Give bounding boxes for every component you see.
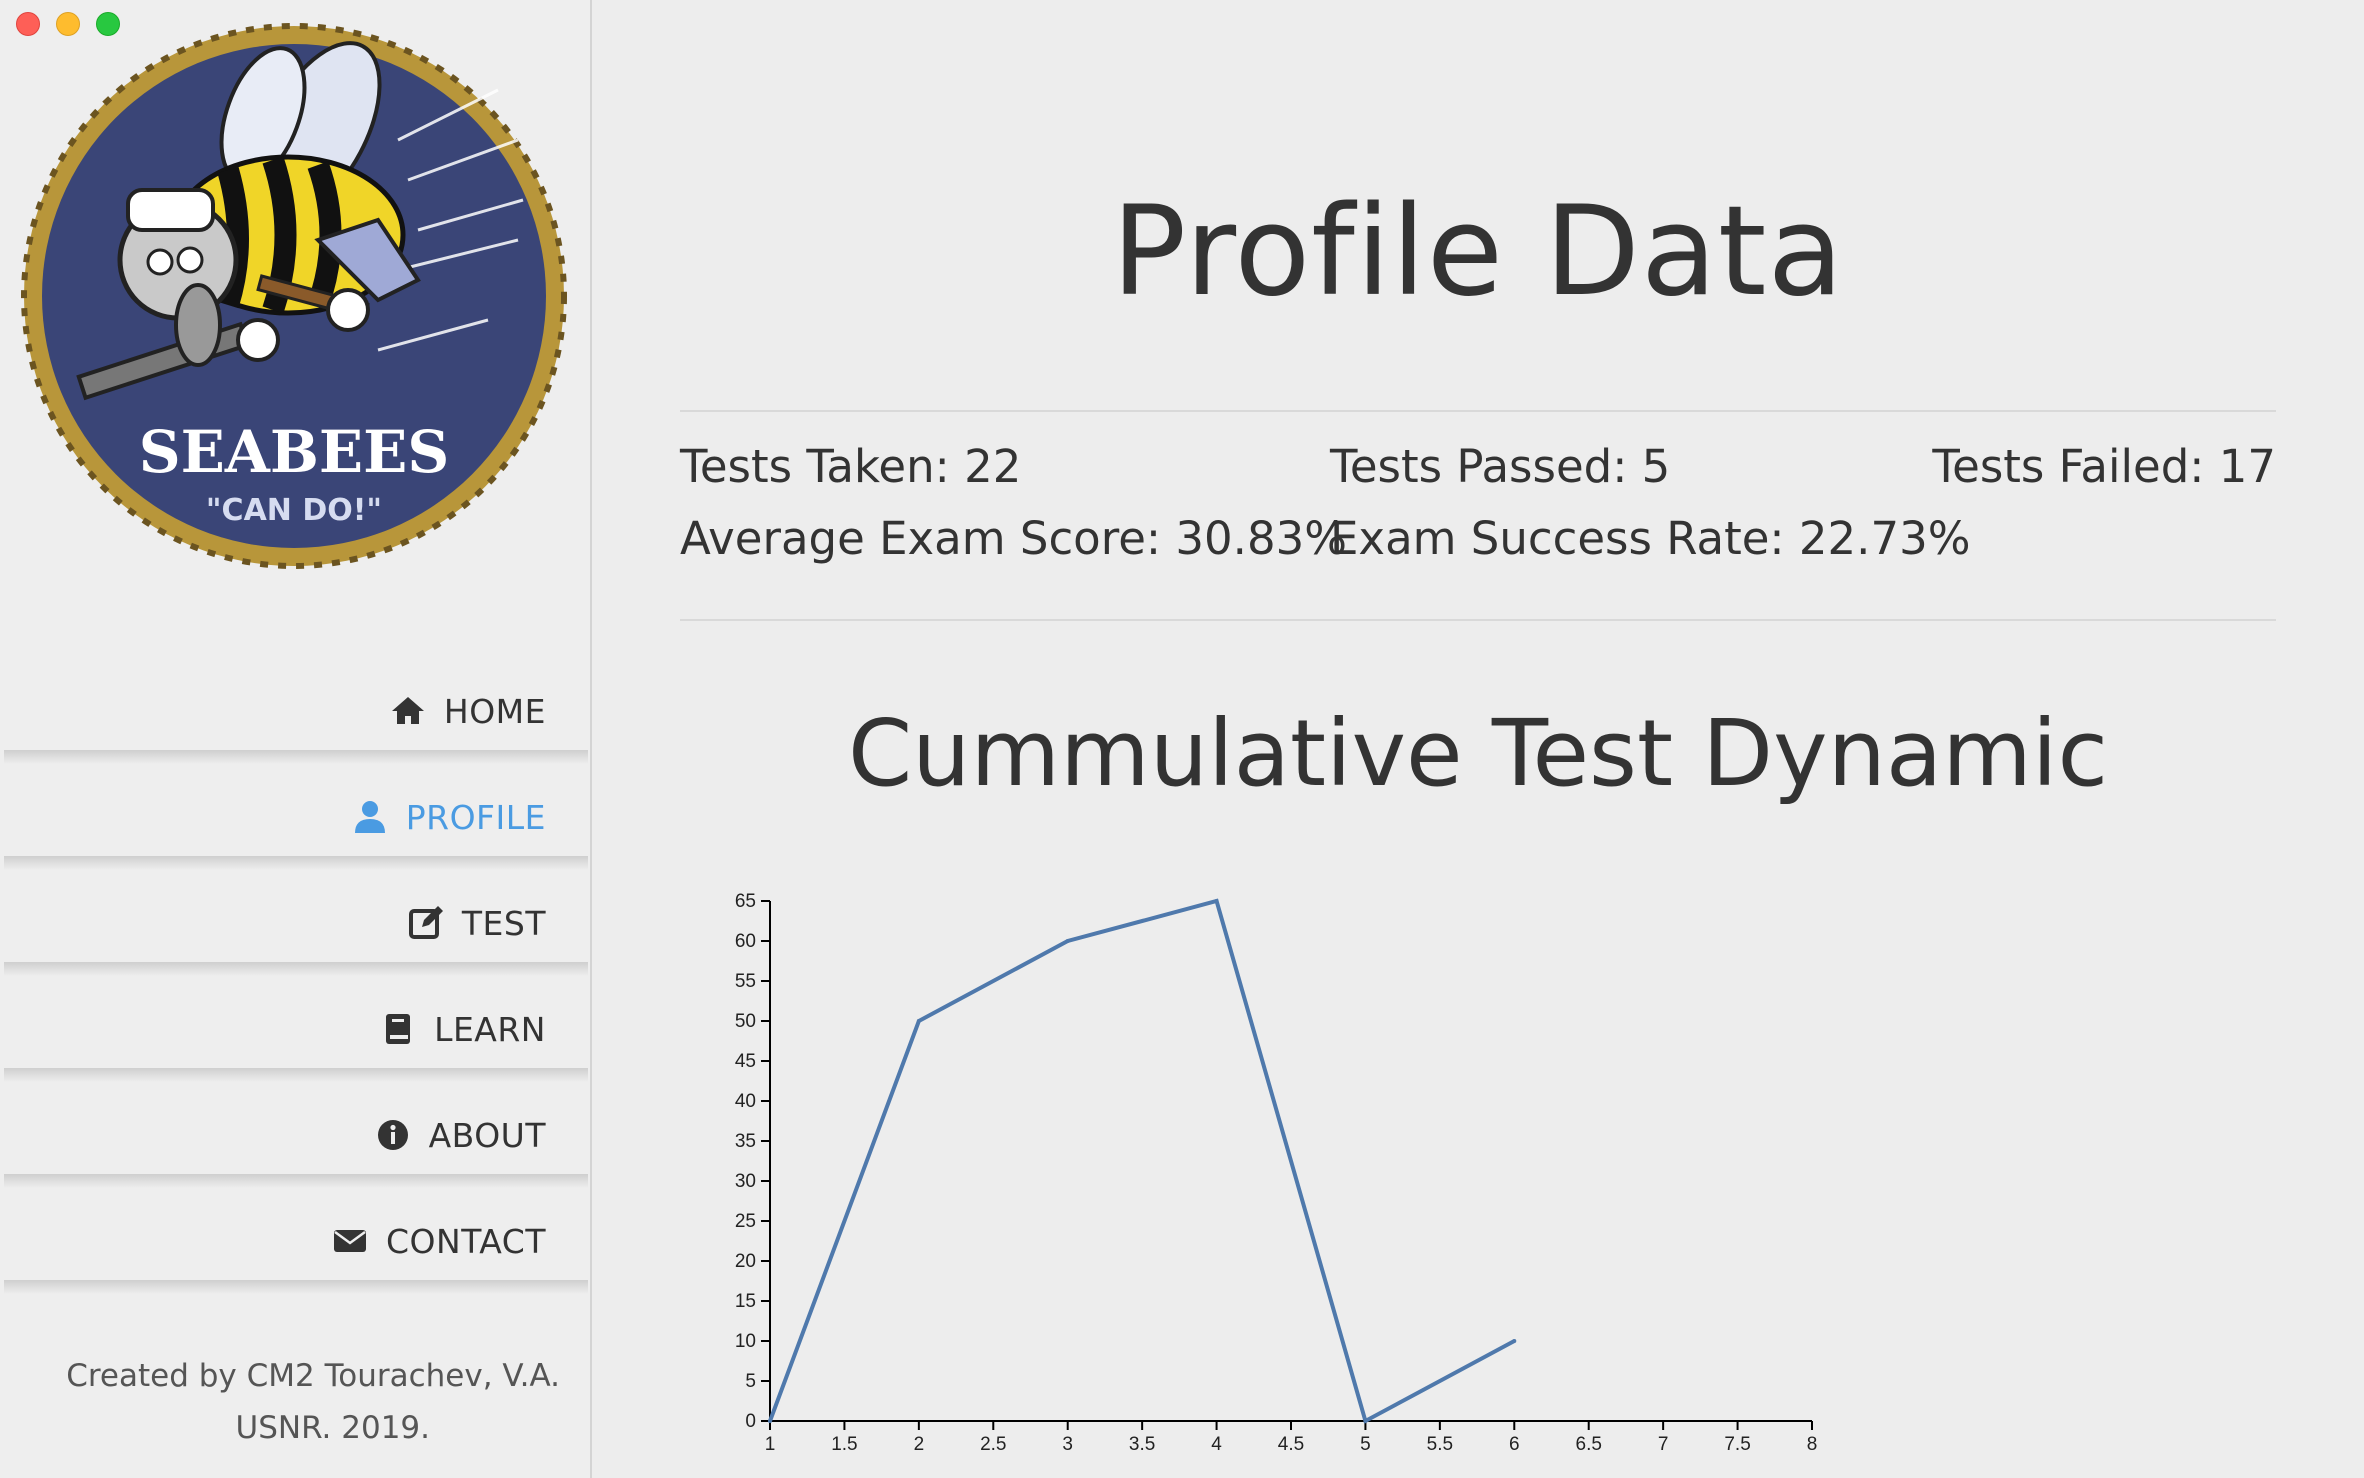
edit-icon [408,905,444,941]
series-line [768,898,1516,1424]
data-point [1214,899,1219,903]
y-tick-label: 0 [745,1411,756,1432]
x-tick-label: 3.5 [1129,1434,1155,1455]
y-tick-label: 20 [735,1251,756,1272]
svg-text:"CAN DO!": "CAN DO!" [206,493,382,528]
nav-label: PROFILE [405,797,546,837]
main-content: Profile Data Tests Taken: 22 Tests Passe… [592,0,2364,1478]
exam-success-rate: Exam Success Rate: 22.73% [1330,512,1971,565]
x-tick-label: 2.5 [980,1434,1006,1455]
tests-taken: Tests Taken: 22 [680,440,1022,493]
average-exam-score: Average Exam Score: 30.83% [680,512,1347,565]
nav-label: LEARN [434,1009,546,1049]
data-point [1512,1339,1517,1343]
x-tick-label: 3 [1062,1434,1073,1455]
y-tick-label: 60 [735,931,756,952]
envelope-icon [332,1223,368,1259]
minimize-window-button[interactable] [56,12,80,36]
y-tick-label: 25 [735,1211,756,1232]
info-icon [375,1117,411,1153]
divider-bottom [680,619,2276,621]
sidebar: SEABEES "CAN DO!" HOME PROFILE [0,0,592,1478]
y-tick-label: 40 [735,1091,756,1112]
x-tick-label: 1 [765,1434,776,1455]
x-tick-label: 6.5 [1576,1434,1602,1455]
y-tick-label: 15 [735,1291,756,1312]
sidebar-nav: HOME PROFILE TEST LEARN [4,658,588,1294]
x-tick-label: 8 [1807,1434,1818,1455]
nav-item-learn[interactable]: LEARN [4,976,588,1082]
credits-line-2: USNR. 2019. [235,1410,430,1446]
divider-top [680,410,2276,412]
window-controls [16,12,120,36]
y-tick-label: 35 [735,1131,756,1152]
maximize-window-button[interactable] [96,12,120,36]
page-title: Profile Data [1111,180,1845,324]
chart-title: Cummulative Test Dynamic [847,700,2109,807]
data-point [768,1419,772,1423]
y-tick-label: 45 [735,1051,756,1072]
x-tick-label: 6 [1509,1434,1520,1455]
y-tick-label: 10 [735,1331,756,1352]
x-tick-label: 7 [1658,1434,1669,1455]
tests-failed: Tests Failed: 17 [1932,440,2276,493]
nav-label: HOME [443,691,546,731]
close-window-button[interactable] [16,12,40,36]
x-tick-label: 5.5 [1427,1434,1453,1455]
y-tick-label: 65 [735,891,756,912]
nav-label: CONTACT [386,1221,546,1261]
nav-item-profile[interactable]: PROFILE [4,764,588,870]
x-tick-label: 4.5 [1278,1434,1304,1455]
x-tick-label: 5 [1360,1434,1371,1455]
x-tick-label: 1.5 [831,1434,857,1455]
y-tick-label: 55 [735,971,756,992]
data-point [1363,1419,1368,1423]
seabees-logo: SEABEES "CAN DO!" [18,20,570,572]
y-tick-label: 50 [735,1011,756,1032]
y-tick-label: 5 [745,1371,756,1392]
book-icon [380,1011,416,1047]
nav-item-test[interactable]: TEST [4,870,588,976]
tests-passed: Tests Passed: 5 [1330,440,1671,493]
data-point [916,1019,921,1023]
home-icon [390,693,426,729]
credits: Created by CM2 Tourachev, V.A. USNR. 201… [30,1350,560,1454]
x-tick-label: 7.5 [1724,1434,1750,1455]
x-tick-label: 2 [914,1434,925,1455]
nav-label: TEST [461,903,546,943]
x-tick-label: 4 [1211,1434,1222,1455]
nav-item-contact[interactable]: CONTACT [4,1188,588,1294]
nav-item-home[interactable]: HOME [4,658,588,764]
credits-line-1: Created by CM2 Tourachev, V.A. [66,1358,560,1394]
user-icon [352,799,388,835]
nav-label: ABOUT [428,1115,546,1155]
y-tick-label: 30 [735,1171,756,1192]
svg-text:SEABEES: SEABEES [139,418,449,486]
data-point [1065,939,1070,943]
nav-item-about[interactable]: ABOUT [4,1082,588,1188]
